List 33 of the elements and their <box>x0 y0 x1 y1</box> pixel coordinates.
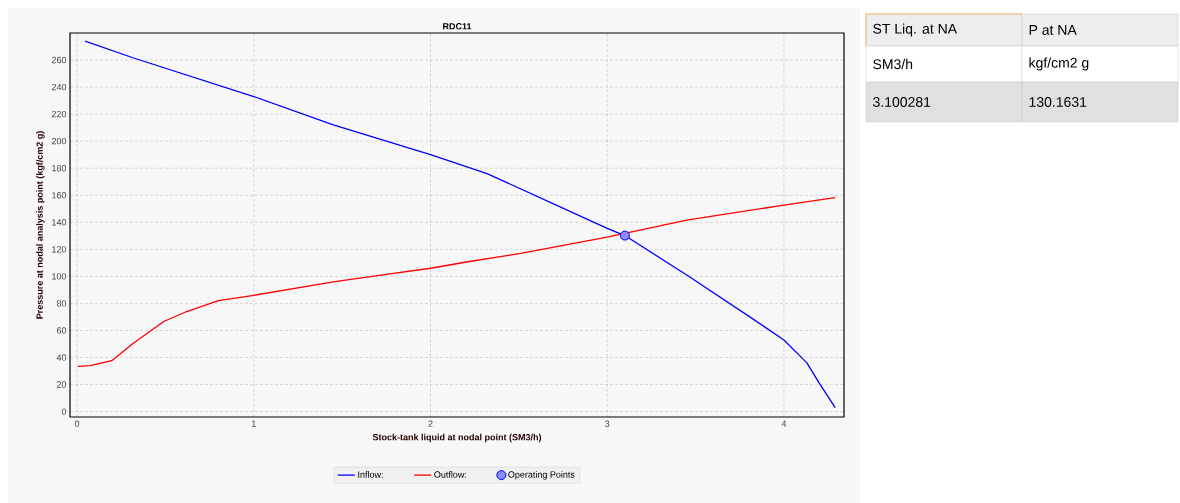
x-tick-label: 3 <box>605 420 610 427</box>
y-tick-label: 180 <box>52 165 67 172</box>
y-tick-label: 40 <box>56 354 67 361</box>
y-tick-label: 20 <box>56 381 67 388</box>
text: kgf/cm2 g <box>1029 57 1089 71</box>
legend-label: Outflow: <box>434 471 467 478</box>
y-tick-label: 120 <box>52 246 67 253</box>
x-tick-label: 0 <box>74 420 80 427</box>
legend-label: Operating Points <box>508 471 575 480</box>
x-tick-label: 4 <box>781 420 787 427</box>
y-tick-label: 200 <box>51 137 67 145</box>
data-label: 130.1631 <box>1029 97 1087 107</box>
x-axis-title: Stock-tank liquid at nodal point (SM3/h) <box>372 433 542 443</box>
y-tick-label: 240 <box>51 83 67 91</box>
y-tick-label: 80 <box>56 300 67 307</box>
data-label: 3.100281 <box>873 97 931 107</box>
category-label: P at NA <box>1029 25 1077 35</box>
y-tick-label: 260 <box>51 56 67 64</box>
chart-title: RDC11 <box>443 23 472 30</box>
y-axis-title: Pressure at nodal analysis point (kgf/cm2 g) <box>36 131 45 319</box>
legend-label: Inflow: <box>358 471 383 478</box>
line-series <box>77 196 836 368</box>
x-tick-label: 2 <box>428 420 433 427</box>
y-tick-label: 220 <box>51 110 67 118</box>
y-tick-label: 60 <box>56 327 67 334</box>
y-tick-label: 100 <box>52 273 67 280</box>
y-tick-label: 160 <box>52 192 67 199</box>
x-tick-label: 1 <box>251 420 256 427</box>
y-tick-label: 140 <box>52 219 67 226</box>
category-label: ST Liq. at NA <box>873 23 958 37</box>
y-tick-label: 0 <box>61 408 67 415</box>
text: SM3/h <box>873 58 913 70</box>
line-series <box>84 40 836 409</box>
